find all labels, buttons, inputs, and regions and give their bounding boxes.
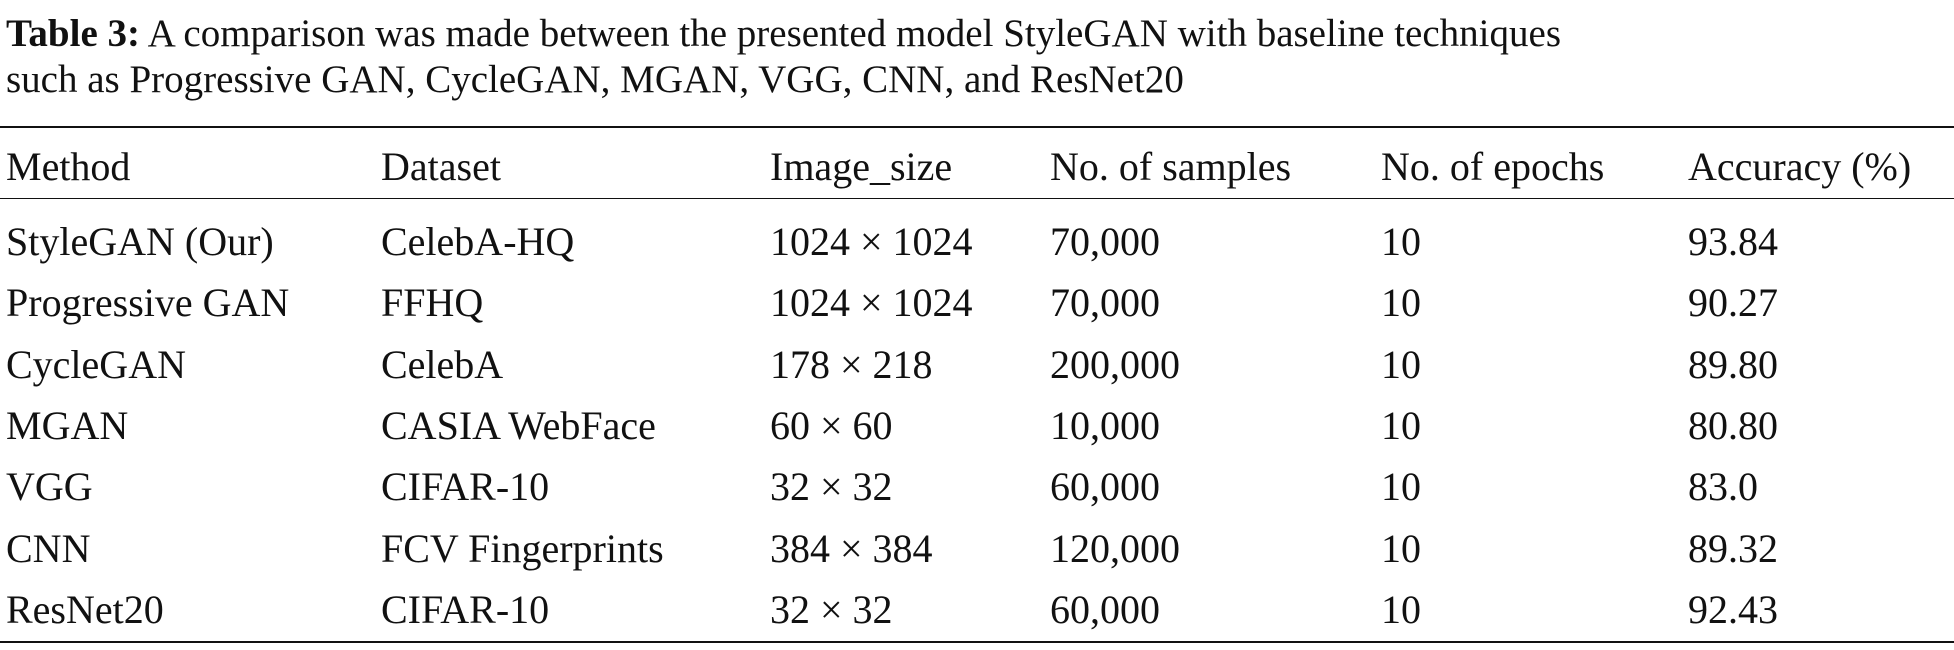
- table-cell: 10: [1381, 464, 1421, 510]
- table-cell: 83.0: [1688, 464, 1758, 510]
- table-cell: StyleGAN (Our): [6, 219, 274, 264]
- table-cell: CASIA WebFace: [381, 402, 656, 448]
- header-cell: Method: [6, 144, 131, 189]
- table-cell: CNN: [6, 525, 91, 571]
- table-cell: 200,000: [1050, 341, 1180, 387]
- header-rule: [0, 198, 1954, 199]
- table-cell: 10: [1381, 280, 1421, 326]
- table-cell: CelebA: [381, 341, 504, 387]
- table-cell: 32 × 32: [770, 586, 893, 632]
- table-cell: CycleGAN: [6, 341, 186, 387]
- table-cell: 92.43: [1688, 586, 1778, 632]
- caption-text: A comparison was made between the presen…: [147, 12, 1561, 55]
- table-cell: 60,000: [1050, 464, 1160, 510]
- table-cell: 60 × 60: [770, 402, 893, 448]
- table-cell: 90.27: [1688, 280, 1778, 326]
- table-cell: FFHQ: [381, 280, 484, 326]
- header-cell: Image_size: [770, 144, 953, 189]
- table-cell: 10: [1381, 219, 1421, 264]
- table-cell: 120,000: [1050, 525, 1180, 571]
- table-cell: 70,000: [1050, 219, 1160, 264]
- table-cell: 10: [1381, 402, 1421, 448]
- table-cell: 10: [1381, 525, 1421, 571]
- table-cell: 10: [1381, 586, 1421, 632]
- header-cell: No. of epochs: [1381, 144, 1605, 189]
- table-cell: MGAN: [6, 402, 129, 448]
- caption-line: Table 3: A comparison was made between t…: [6, 14, 1561, 53]
- table-cell: CelebA-HQ: [381, 219, 575, 264]
- caption-text: such as Progressive GAN, CycleGAN, MGAN,…: [6, 58, 1184, 101]
- table-cell: 89.32: [1688, 525, 1778, 571]
- table-cell: 10: [1381, 341, 1421, 387]
- table-cell: CIFAR-10: [381, 464, 550, 510]
- header-cell: Dataset: [381, 144, 501, 189]
- table-cell: FCV Fingerprints: [381, 525, 664, 571]
- header-cell: No. of samples: [1050, 144, 1292, 189]
- header-cell: Accuracy (%): [1688, 144, 1912, 189]
- table-cell: 70,000: [1050, 280, 1160, 326]
- table-cell: 1024 × 1024: [770, 280, 973, 326]
- table-cell: 60,000: [1050, 586, 1160, 632]
- caption-label: Table 3:: [6, 12, 141, 55]
- table-cell: 384 × 384: [770, 525, 933, 571]
- table-cell: 1024 × 1024: [770, 219, 973, 264]
- table-cell: 32 × 32: [770, 464, 893, 510]
- table-cell: 178 × 218: [770, 341, 933, 387]
- table-cell: VGG: [6, 464, 93, 510]
- table-cell: CIFAR-10: [381, 586, 550, 632]
- table-cell: 10,000: [1050, 402, 1160, 448]
- table-cell: 89.80: [1688, 341, 1778, 387]
- table-cell: 93.84: [1688, 219, 1778, 264]
- table-cell: Progressive GAN: [6, 280, 290, 326]
- caption-line: such as Progressive GAN, CycleGAN, MGAN,…: [6, 60, 1184, 99]
- top-rule: [0, 126, 1954, 128]
- table-cell: ResNet20: [6, 586, 164, 632]
- table-cell: 80.80: [1688, 402, 1778, 448]
- bottom-rule: [0, 641, 1954, 643]
